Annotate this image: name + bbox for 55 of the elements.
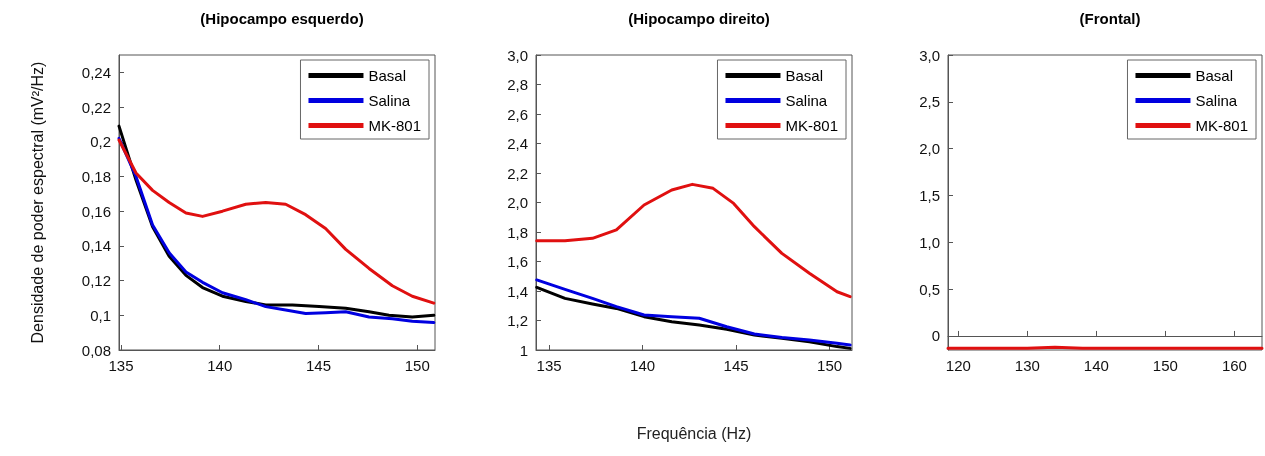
y-tick-label: 2,2	[507, 164, 528, 182]
chart-title: (Frontal)	[1079, 10, 1141, 27]
y-tick-label: 1,0	[919, 233, 940, 251]
y-tick-label: 0,12	[81, 272, 111, 290]
x-tick-label: 120	[945, 357, 971, 374]
y-tick-label: 3,0	[507, 46, 528, 64]
y-tick-label: 0,14	[81, 237, 111, 255]
y-tick-label: 1,2	[507, 312, 528, 329]
y-tick-label: 1	[519, 341, 528, 359]
legend-label: MK-801	[1195, 117, 1249, 134]
y-tick-label: 0,1	[90, 306, 111, 324]
y-tick-label: 2,6	[507, 105, 528, 123]
y-tick-label: 0,08	[81, 341, 111, 359]
y-tick-label: 3,0	[919, 46, 940, 64]
x-tick-label: 140	[630, 357, 656, 374]
x-tick-label: 130	[1014, 357, 1040, 374]
x-tick-label: 145	[723, 357, 749, 374]
chart-title: (Hipocampo esquerdo)	[200, 10, 364, 27]
x-tick-label: 140	[1083, 357, 1109, 374]
legend-label: Salina	[368, 92, 411, 109]
legend-label: MK-801	[785, 117, 839, 134]
y-tick-label: 1,4	[507, 282, 528, 300]
y-tick-label: 2,4	[507, 135, 528, 152]
y-tick-label: 0,5	[919, 280, 940, 298]
x-tick-label: 160	[1221, 357, 1247, 374]
y-tick-label: 0,16	[81, 202, 111, 220]
x-tick-label: 150	[1152, 357, 1178, 374]
y-axis-title: Densidade de poder espectral (mV²/Hz)	[28, 61, 46, 344]
y-tick-label: 0,24	[81, 63, 111, 81]
y-tick-label: 2,0	[507, 194, 528, 211]
x-axis-title: Frequência (Hz)	[636, 424, 752, 442]
x-tick-label: 150	[404, 357, 430, 374]
x-tick-label: 140	[207, 357, 233, 374]
legend-label: Basal	[1195, 67, 1234, 84]
y-tick-label: 0,2	[90, 133, 111, 151]
legend-label: Basal	[785, 67, 824, 84]
legend-label: Salina	[785, 92, 828, 109]
y-tick-label: 1,8	[507, 223, 528, 241]
y-tick-label: 2,0	[919, 140, 940, 158]
y-tick-label: 1,5	[919, 186, 940, 204]
chart-title: (Hipocampo direito)	[628, 10, 770, 27]
y-tick-label: 0,18	[81, 167, 111, 185]
legend-label: Basal	[368, 67, 407, 84]
y-tick-label: 2,8	[507, 76, 528, 93]
y-tick-label: 0,22	[81, 98, 111, 116]
line-series	[535, 182, 852, 299]
x-tick-label: 150	[817, 357, 843, 374]
y-tick-label: 2,5	[919, 93, 940, 111]
x-tick-label: 135	[108, 357, 134, 374]
x-tick-label: 145	[305, 357, 331, 374]
y-tick-label: 0	[931, 327, 940, 345]
legend-label: Salina	[1195, 92, 1238, 109]
x-tick-label: 135	[536, 357, 562, 374]
y-tick-label: 1,6	[507, 253, 528, 270]
legend-label: MK-801	[368, 117, 422, 134]
